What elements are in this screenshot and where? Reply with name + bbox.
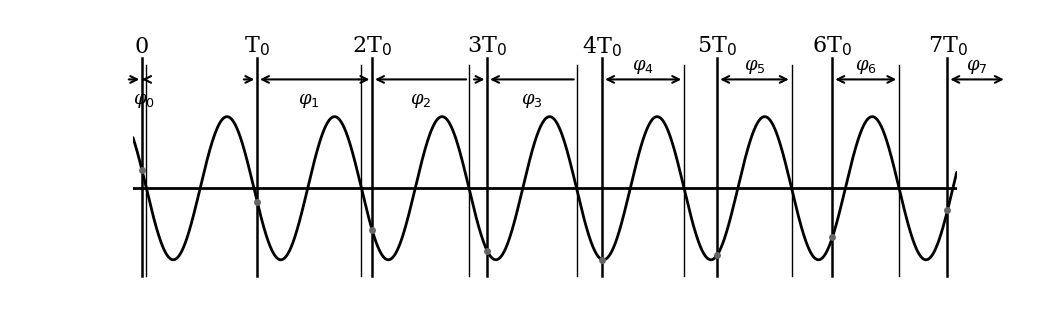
Text: 0: 0 — [135, 35, 149, 58]
Text: 2T$_0$: 2T$_0$ — [352, 35, 392, 58]
Text: T$_0$: T$_0$ — [244, 35, 270, 58]
Text: 6T$_0$: 6T$_0$ — [812, 35, 853, 58]
Text: φ$_6$: φ$_6$ — [855, 58, 877, 76]
Text: φ$_2$: φ$_2$ — [410, 92, 432, 110]
Text: 7T$_0$: 7T$_0$ — [928, 35, 967, 58]
Text: 5T$_0$: 5T$_0$ — [697, 35, 738, 58]
Text: φ$_7$: φ$_7$ — [966, 58, 988, 76]
Text: 3T$_0$: 3T$_0$ — [468, 35, 507, 58]
Text: φ$_5$: φ$_5$ — [744, 58, 765, 76]
Text: 4T$_0$: 4T$_0$ — [583, 34, 622, 59]
Text: φ$_4$: φ$_4$ — [632, 58, 654, 76]
Text: φ$_3$: φ$_3$ — [521, 92, 543, 110]
Text: φ$_0$: φ$_0$ — [133, 92, 155, 110]
Text: φ$_1$: φ$_1$ — [299, 92, 320, 110]
